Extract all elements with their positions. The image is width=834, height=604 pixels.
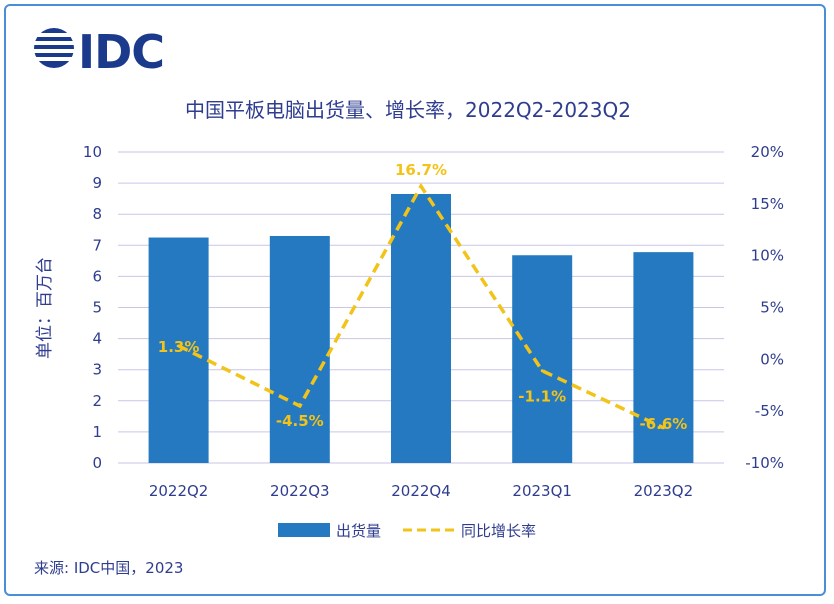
y2-tick-label: -10% xyxy=(745,454,784,472)
growth-data-label: -6.6% xyxy=(639,415,687,433)
bar xyxy=(148,237,209,463)
globe-icon xyxy=(32,28,76,68)
growth-data-label: 16.7% xyxy=(395,161,447,179)
y-tick-label: 4 xyxy=(92,330,102,348)
legend-label-growth: 同比增长率 xyxy=(461,522,536,540)
y-tick-label: 9 xyxy=(92,174,102,192)
data-labels: 1.3% -4.5% 16.7% -1.1% -6.6% xyxy=(158,161,688,433)
y2-tick-label: 5% xyxy=(760,299,784,317)
y-axis-label: 单位：百万台 xyxy=(35,257,55,359)
y-tick-label: 6 xyxy=(92,267,102,285)
idc-logo: IDC xyxy=(32,25,165,79)
logo-text: IDC xyxy=(78,25,164,79)
category-label: 2023Q1 xyxy=(512,482,572,500)
source-note: 来源: IDC中国，2023 xyxy=(34,559,183,577)
y2-tick-label: -5% xyxy=(755,402,784,420)
y2-tick-label: 0% xyxy=(760,350,784,368)
category-label: 2023Q2 xyxy=(634,482,694,500)
legend-bar-swatch xyxy=(278,523,330,537)
bars xyxy=(148,193,694,464)
y-tick-label: 3 xyxy=(92,361,102,379)
growth-point xyxy=(540,369,544,373)
category-label: 2022Q3 xyxy=(270,482,330,500)
category-label: 2022Q2 xyxy=(149,482,209,500)
growth-point xyxy=(661,426,665,430)
y-tick-label: 5 xyxy=(92,299,102,317)
y-tick-label: 0 xyxy=(92,454,102,472)
y2-tick-label: 10% xyxy=(751,247,784,265)
growth-point xyxy=(298,404,302,408)
growth-data-label: 1.3% xyxy=(158,338,200,356)
category-label: 2022Q4 xyxy=(391,482,451,500)
growth-data-label: -1.1% xyxy=(518,388,566,406)
y-tick-label: 2 xyxy=(92,392,102,410)
y-tick-label: 1 xyxy=(92,423,102,441)
growth-point xyxy=(177,344,181,348)
y-tick-label: 8 xyxy=(92,205,102,223)
y2-tick-label: 15% xyxy=(751,195,784,213)
chart-title: 中国平板电脑出货量、增长率，2022Q2-2023Q2 xyxy=(185,98,631,122)
left-axis-ticks: 0 1 2 3 4 5 6 7 8 9 10 xyxy=(83,143,102,472)
bar xyxy=(512,255,573,463)
bar xyxy=(269,235,330,463)
y-tick-label: 10 xyxy=(83,143,102,161)
y-tick-label: 7 xyxy=(92,236,102,254)
growth-point xyxy=(419,184,423,188)
growth-data-label: -4.5% xyxy=(276,412,324,430)
y2-tick-label: 20% xyxy=(751,143,784,161)
legend-label-shipments: 出货量 xyxy=(336,522,381,540)
bar xyxy=(391,193,451,464)
growth-line xyxy=(177,182,665,430)
legend: 出货量 同比增长率 xyxy=(278,522,536,540)
category-labels: 2022Q2 2022Q3 2022Q4 2023Q1 2023Q2 xyxy=(149,482,693,500)
right-axis-ticks: -10% -5% 0% 5% 10% 15% 20% xyxy=(745,143,784,472)
